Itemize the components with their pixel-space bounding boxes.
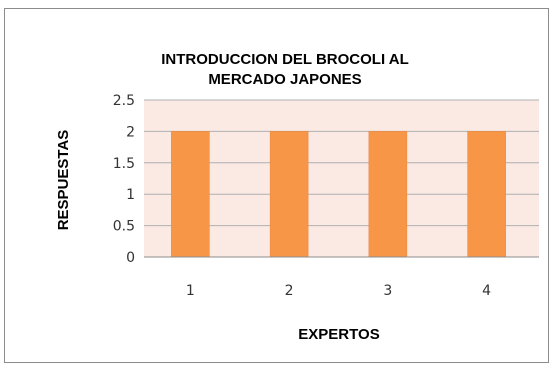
y-tick-label: 0 (126, 250, 135, 266)
y-tick-label: 0.5 (113, 219, 135, 235)
y-tick-label: 2.5 (113, 93, 135, 109)
bar-3 (368, 131, 408, 258)
x-tick-labels: 1 2 3 4 (186, 283, 491, 299)
bar-1 (171, 131, 210, 258)
chart-title-line-2: MERCADO JAPONES (208, 71, 361, 88)
y-tick-label: 2 (126, 124, 135, 140)
bar-2 (269, 131, 309, 258)
bars (171, 131, 506, 258)
chart-title-line-1: INTRODUCCION DEL BROCOLI AL (161, 51, 409, 68)
y-tick-labels: 0 0.5 1 1.5 2 2.5 (113, 93, 135, 266)
y-axis-label: RESPUESTAS (55, 130, 72, 231)
x-tick-label: 3 (383, 283, 392, 299)
x-axis-label: EXPERTOS (298, 326, 379, 343)
bar-4 (467, 131, 506, 258)
x-tick-label: 2 (285, 283, 294, 299)
x-tick-label: 1 (186, 283, 195, 299)
y-tick-label: 1 (126, 187, 135, 203)
y-tick-label: 1.5 (113, 156, 135, 172)
x-tick-label: 4 (482, 283, 491, 299)
